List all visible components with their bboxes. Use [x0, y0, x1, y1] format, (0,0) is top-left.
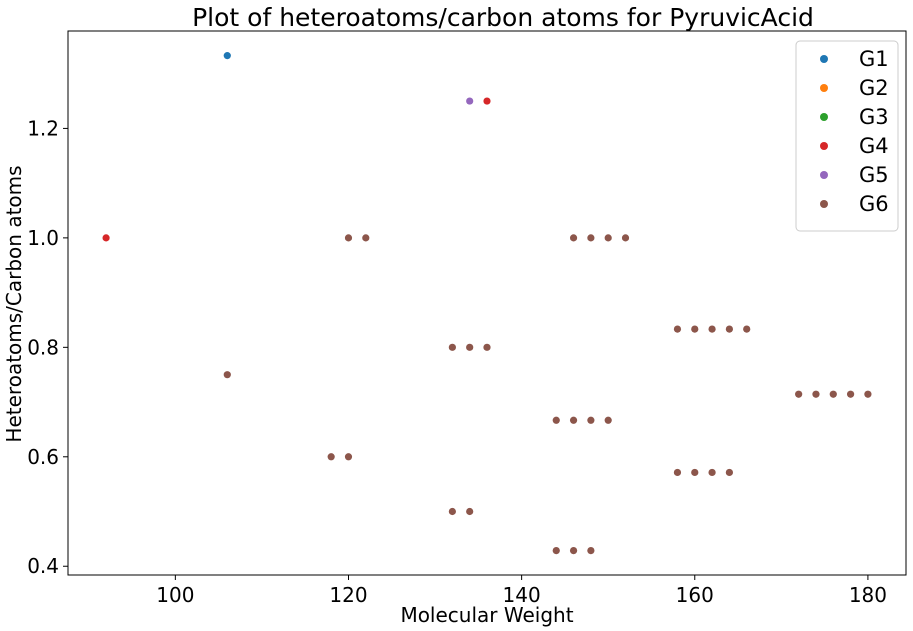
- x-tick-label: 100: [156, 583, 194, 607]
- y-axis: 0.4 0.6 0.8 1.0 1.2: [27, 116, 68, 578]
- chart-title: Plot of heteroatoms/carbon atoms for Pyr…: [192, 3, 814, 32]
- point-g6: [743, 325, 751, 333]
- legend-label-g5: G5: [859, 163, 889, 187]
- point-g6: [691, 325, 699, 333]
- point-g4: [102, 234, 110, 242]
- y-axis-label: Heteroatoms/Carbon atoms: [2, 165, 26, 442]
- point-g6: [569, 546, 578, 555]
- point-g6: [708, 468, 716, 477]
- x-tick-label: 120: [329, 583, 367, 607]
- point-g6: [673, 468, 682, 477]
- legend-marker-g6: [820, 200, 828, 208]
- legend-label-g3: G3: [859, 105, 889, 129]
- legend-label-g6: G6: [859, 192, 889, 216]
- plot-frame: [67, 30, 907, 576]
- point-g6: [483, 343, 491, 351]
- point-g6: [725, 468, 733, 477]
- point-g6: [795, 390, 803, 398]
- point-g5: [466, 97, 474, 105]
- point-g6: [604, 416, 612, 424]
- y-tick-label: 0.6: [27, 445, 59, 469]
- point-g4: [483, 97, 491, 105]
- y-tick-label: 1.0: [27, 226, 59, 250]
- y-tick-label: 0.8: [27, 335, 59, 359]
- point-g6: [223, 371, 231, 379]
- point-g6: [587, 546, 595, 555]
- x-tick-label: 180: [849, 583, 887, 607]
- point-g6: [673, 325, 682, 333]
- point-g6: [604, 234, 612, 242]
- x-axis: 100 120 140 160 180: [156, 575, 887, 607]
- x-tick-label: 160: [676, 583, 714, 607]
- point-g6: [829, 390, 837, 398]
- point-g6: [466, 507, 474, 516]
- point-g6: [344, 234, 353, 242]
- legend-marker-g5: [820, 171, 828, 179]
- point-g6: [552, 546, 560, 555]
- point-g1: [223, 52, 231, 60]
- legend-marker-g4: [820, 142, 828, 150]
- point-g6: [621, 234, 630, 242]
- point-g6: [864, 390, 872, 398]
- point-g6: [587, 234, 595, 242]
- y-tick-label: 0.4: [27, 554, 59, 578]
- legend: G1 G2 G3 G4 G5 G6: [795, 40, 899, 232]
- point-g6: [466, 343, 474, 351]
- point-g6: [552, 416, 560, 424]
- point-g6: [327, 453, 335, 461]
- point-g6: [846, 390, 855, 398]
- y-tick-label: 1.2: [27, 116, 59, 140]
- legend-marker-g3: [820, 113, 828, 121]
- point-g6: [725, 325, 733, 333]
- plot-area-points: [102, 52, 872, 555]
- point-g6: [812, 390, 820, 398]
- point-g6: [448, 343, 456, 351]
- legend-label-g1: G1: [859, 47, 889, 71]
- legend-label-g4: G4: [859, 134, 889, 158]
- x-tick-label: 140: [503, 583, 541, 607]
- point-g6: [691, 468, 699, 477]
- legend-label-g2: G2: [859, 76, 889, 100]
- point-g6: [708, 325, 716, 333]
- x-axis-label: Molecular Weight: [400, 603, 573, 627]
- point-g6: [569, 416, 578, 424]
- point-g6: [362, 234, 370, 242]
- legend-marker-g2: [820, 84, 828, 92]
- legend-marker-g1: [820, 55, 828, 63]
- point-g6: [448, 507, 456, 516]
- point-g6: [569, 234, 578, 242]
- point-g6: [344, 453, 353, 461]
- point-g6: [587, 416, 595, 424]
